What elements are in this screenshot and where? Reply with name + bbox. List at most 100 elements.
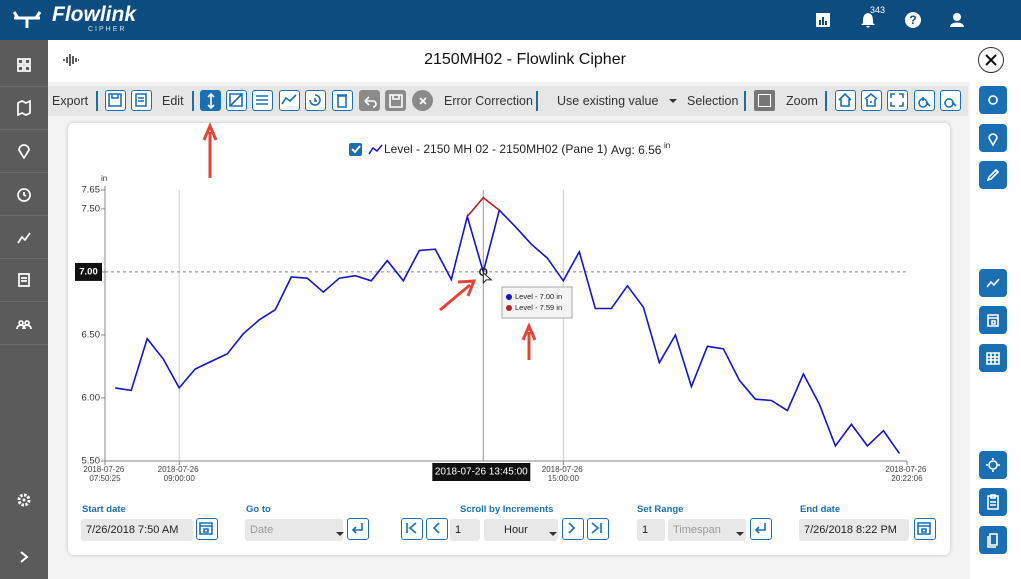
x-tick-label: 2018-07-26 07:50:25 xyxy=(83,465,126,483)
scroll-amount[interactable]: 1 xyxy=(450,519,480,541)
control-button[interactable] xyxy=(914,518,936,540)
control-button[interactable] xyxy=(196,518,218,540)
account-icon[interactable] xyxy=(949,12,965,28)
toolbar-button[interactable] xyxy=(861,90,882,111)
toolbar-button[interactable] xyxy=(226,90,247,111)
go-to-label: Go to xyxy=(246,504,271,515)
scroll-unit[interactable]: Hour xyxy=(484,519,558,541)
sidebar-button[interactable] xyxy=(0,216,48,259)
selection-label: Selection xyxy=(687,94,739,108)
icon xyxy=(17,58,31,72)
dropdown-caret xyxy=(548,524,558,536)
icon xyxy=(986,168,1000,182)
help-icon[interactable]: ? xyxy=(904,11,922,29)
right-sidebar-button[interactable] xyxy=(979,488,1007,516)
icon xyxy=(363,95,377,108)
go-to-select[interactable]: Date xyxy=(245,519,343,541)
sidebar-button[interactable] xyxy=(0,259,48,302)
tooltip-text: Level - 7.00 in xyxy=(515,292,562,301)
control-button[interactable] xyxy=(426,518,448,540)
icon xyxy=(549,532,557,536)
correction-mode[interactable]: Use existing value xyxy=(557,94,659,108)
sidebar-button[interactable] xyxy=(0,44,48,87)
icon xyxy=(986,458,1000,472)
legend-checkbox[interactable] xyxy=(349,143,362,156)
icon xyxy=(987,494,999,510)
icon xyxy=(736,532,744,536)
page-title: 2150MH02 - Flowlink Cipher xyxy=(424,51,626,68)
legend-entry[interactable]: Level - 2150 MH 02 - 2150MH02 (Pane 1) xyxy=(384,142,607,156)
right-sidebar-button[interactable] xyxy=(979,306,1007,334)
icon xyxy=(229,93,243,107)
icon xyxy=(754,523,766,534)
end-date-input[interactable]: 7/26/2018 8:22 PM xyxy=(799,519,909,541)
range-amount[interactable]: 1 xyxy=(637,519,665,541)
control-button[interactable] xyxy=(750,518,772,540)
toolbar-button[interactable] xyxy=(252,90,273,111)
expand-button[interactable] xyxy=(18,550,30,564)
settings-button[interactable] xyxy=(16,492,32,508)
right-sidebar-button[interactable] xyxy=(979,269,1007,297)
sidebar-button[interactable] xyxy=(0,302,48,345)
toolbar-button[interactable] xyxy=(332,90,353,111)
dropdown-caret xyxy=(335,524,345,536)
toolbar-button[interactable] xyxy=(279,90,300,111)
sub-brand: CIPHER xyxy=(88,26,127,33)
right-sidebar-button[interactable] xyxy=(979,86,1007,114)
toolbar-button xyxy=(385,90,406,111)
selection-checkbox[interactable] xyxy=(754,90,775,111)
icon xyxy=(918,97,931,108)
right-sidebar-button[interactable] xyxy=(979,161,1007,189)
y-unit: in xyxy=(101,174,107,183)
start-date-input[interactable]: 7/26/2018 7:50 AM xyxy=(81,519,193,541)
toolbar-button[interactable] xyxy=(105,90,126,111)
control-button[interactable] xyxy=(401,518,423,540)
icon xyxy=(17,232,31,244)
crosshair-x-label: 2018-07-26 13:45:00 xyxy=(435,467,528,478)
x-tick-label: 2018-07-26 15:00:00 xyxy=(542,465,585,483)
notifications-icon[interactable] xyxy=(860,12,876,29)
icon xyxy=(864,92,878,107)
icon xyxy=(18,144,30,159)
icon xyxy=(309,94,321,106)
icon xyxy=(336,532,344,536)
toolbar-button[interactable] xyxy=(887,90,908,111)
crosshair-y-label: 7.00 xyxy=(79,266,98,277)
sidebar-button[interactable] xyxy=(0,87,48,130)
toolbar-button[interactable] xyxy=(305,90,326,111)
separator xyxy=(744,91,746,111)
right-sidebar-button[interactable] xyxy=(979,124,1007,152)
icon xyxy=(406,522,417,534)
icon xyxy=(917,522,931,535)
tooltip-dot xyxy=(506,305,512,311)
sidebar-button[interactable] xyxy=(0,130,48,173)
toolbar-button[interactable] xyxy=(200,90,221,111)
control-button[interactable] xyxy=(587,518,609,540)
y-tick-label: 6.50 xyxy=(82,329,101,340)
right-sidebar-button[interactable] xyxy=(979,451,1007,479)
toolbar-button[interactable] xyxy=(835,90,856,111)
icon xyxy=(988,95,998,105)
icon xyxy=(890,93,904,107)
range-unit[interactable]: Timespan xyxy=(668,519,746,541)
reports-icon[interactable] xyxy=(815,12,831,28)
sidebar-button[interactable] xyxy=(0,173,48,216)
notification-count: 343 xyxy=(870,5,886,15)
toolbar-button[interactable] xyxy=(940,90,961,111)
icon xyxy=(388,93,403,108)
icon xyxy=(256,95,268,105)
tooltip-dot xyxy=(506,294,512,300)
icon xyxy=(199,522,213,535)
right-sidebar-button[interactable] xyxy=(979,526,1007,554)
control-button[interactable] xyxy=(347,518,369,540)
toolbar-button[interactable] xyxy=(914,90,935,111)
toolbar-button[interactable] xyxy=(131,90,152,111)
data-line xyxy=(115,208,901,454)
icon xyxy=(281,94,297,105)
data-line xyxy=(466,196,500,218)
close-button[interactable] xyxy=(977,46,1005,74)
error-correction-label: Error Correction xyxy=(444,94,533,108)
right-sidebar-button[interactable] xyxy=(979,344,1007,372)
control-button[interactable] xyxy=(562,518,584,540)
check-mark xyxy=(351,145,361,154)
